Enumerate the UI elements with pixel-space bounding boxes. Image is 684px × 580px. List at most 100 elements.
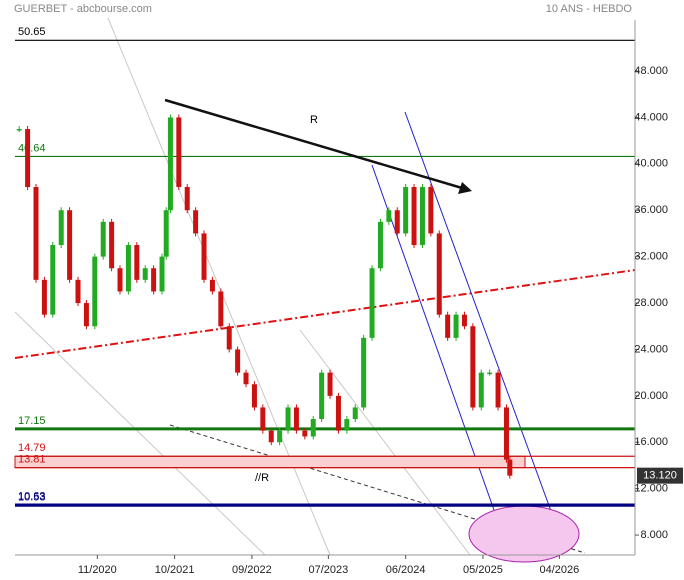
candle	[209, 279, 215, 292]
candle	[394, 210, 400, 234]
trend-line	[14, 269, 636, 359]
x-tick-label: 05/2025	[463, 564, 503, 576]
annotations: R //R	[164, 98, 472, 484]
candle	[377, 221, 383, 269]
background-drawings	[14, 17, 636, 563]
arrow-head	[458, 182, 472, 194]
candle	[92, 256, 98, 327]
level-label: 17.15	[18, 415, 46, 427]
chart-title: GUERBET - abcbourse.com	[14, 3, 152, 15]
candle	[310, 419, 316, 437]
candle	[125, 245, 131, 292]
level-label: 40.64	[18, 142, 46, 154]
candle	[319, 372, 325, 420]
candle	[251, 384, 257, 408]
candle	[75, 279, 81, 304]
candle	[478, 372, 484, 408]
candle	[461, 314, 467, 327]
resistance-line	[164, 98, 463, 190]
candle	[167, 117, 173, 211]
y-tick-label: 40.000	[634, 158, 668, 170]
candle	[361, 337, 367, 408]
candle	[386, 210, 392, 222]
candle	[83, 303, 89, 327]
x-tick-label: 07/2023	[308, 564, 348, 576]
candle	[201, 233, 207, 280]
candle	[436, 233, 442, 315]
level-label: 14.79	[18, 442, 46, 454]
candle	[159, 256, 165, 292]
candle	[260, 407, 266, 431]
candle	[184, 187, 190, 211]
level-label: 10.63	[18, 490, 46, 502]
candle	[151, 268, 157, 292]
y-tick-label: 12.000	[634, 483, 668, 495]
candle	[302, 430, 308, 437]
candle	[445, 314, 451, 338]
candle	[352, 407, 358, 420]
candle	[487, 372, 493, 375]
candle	[67, 210, 73, 280]
y-tick-label: 44.000	[634, 111, 668, 123]
support-zone	[14, 455, 526, 469]
candle	[428, 187, 434, 234]
y-tick-label: 36.000	[634, 204, 668, 216]
candle	[369, 268, 375, 338]
annotation: R	[310, 114, 318, 126]
candle	[285, 407, 291, 431]
last-price-label: 13.120	[643, 470, 677, 482]
channel-line	[404, 111, 556, 523]
trend-line	[107, 17, 331, 556]
candle	[163, 210, 169, 257]
candle	[25, 129, 31, 188]
candle	[327, 372, 333, 396]
candle	[226, 326, 232, 350]
candle	[419, 187, 425, 246]
candle	[176, 117, 182, 188]
x-tick-label: 10/2021	[155, 564, 195, 576]
level-label: 13.81	[18, 454, 46, 466]
candle	[470, 326, 476, 408]
candle	[403, 187, 409, 234]
level-label: 50.65	[18, 26, 46, 38]
x-tick-label: 06/2024	[386, 564, 426, 576]
y-tick-label: 16.000	[634, 436, 668, 448]
trend-line	[169, 424, 586, 554]
candle	[344, 419, 350, 431]
last-price-box	[637, 467, 683, 484]
x-tick-label: 09/2022	[232, 564, 272, 576]
candle	[109, 221, 115, 269]
candle	[50, 245, 56, 315]
candle	[411, 187, 417, 246]
level-label: 10.53	[18, 492, 46, 504]
candle	[142, 268, 148, 280]
candle	[453, 314, 459, 338]
candle	[495, 372, 501, 408]
candle	[117, 268, 123, 292]
candle	[335, 395, 341, 431]
candle	[33, 187, 39, 280]
trend-line	[299, 329, 471, 556]
annotation: //R	[255, 472, 269, 484]
y-tick-label: 28.000	[634, 297, 668, 309]
y-tick-label: 24.000	[634, 343, 668, 355]
target-zone	[468, 505, 580, 563]
candle	[100, 221, 106, 257]
y-tick-label: 20.000	[634, 390, 668, 402]
candle	[218, 291, 224, 327]
candle	[277, 430, 283, 443]
candle	[503, 407, 509, 460]
candle	[293, 407, 299, 431]
x-tick-label: 11/2020	[78, 564, 117, 576]
candle	[193, 210, 199, 234]
candle	[507, 459, 513, 476]
candle	[134, 245, 140, 280]
candle	[268, 430, 274, 443]
candle	[41, 279, 47, 315]
candle	[16, 129, 22, 131]
candle	[58, 210, 64, 246]
y-tick-label: 48.000	[634, 65, 668, 77]
y-tick-label: 32.000	[634, 251, 668, 263]
x-tick-label: 04/2026	[540, 564, 580, 576]
